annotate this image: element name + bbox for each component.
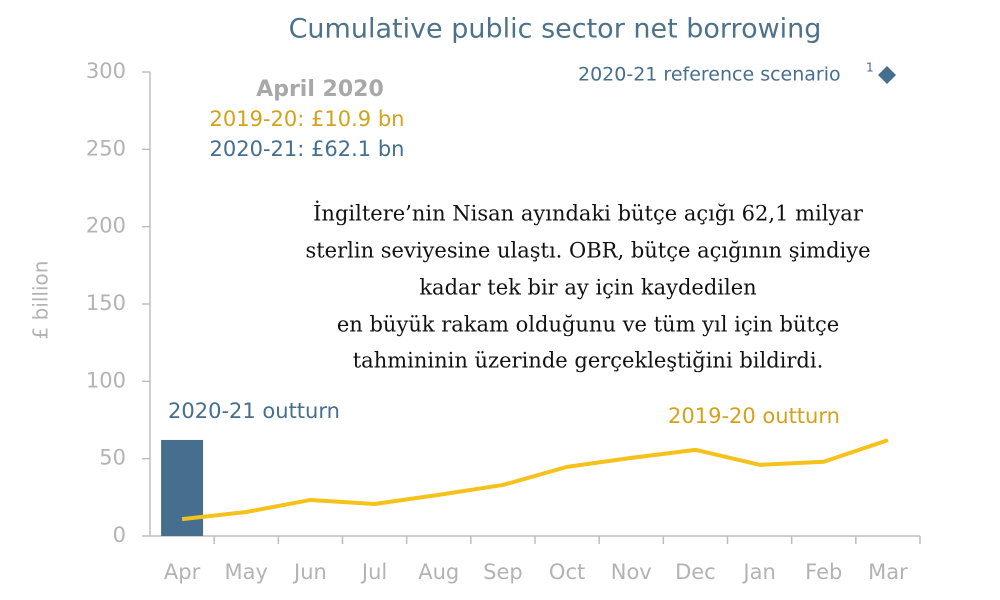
x-tick-label: Aug [418, 560, 459, 584]
y-tick-label: 150 [86, 291, 126, 315]
x-tick-label: Jan [741, 560, 775, 584]
annotation-heading: April 2020 [256, 77, 384, 102]
y-tick-label: 300 [86, 59, 126, 83]
x-tick-label: Jul [360, 560, 387, 584]
x-tick-label: Jun [292, 560, 327, 584]
y-tick-label: 200 [86, 214, 126, 238]
x-tick-label: Apr [164, 560, 201, 584]
annotation-line: 2020-21: £62.1 bn [210, 137, 405, 161]
overlay-text: sterlin seviyesine ulaştı. OBR, bütçe aç… [305, 239, 870, 263]
y-tick-label: 50 [99, 446, 126, 470]
x-tick-label: Mar [868, 560, 908, 584]
x-tick-label: Dec [675, 560, 716, 584]
line [181, 438, 889, 522]
x-tick-label: Sep [483, 560, 523, 584]
bar [161, 439, 204, 536]
y-axis-label: £ billion [29, 261, 53, 340]
overlay-text: kadar tek bir ay için kaydedilen [419, 276, 756, 300]
overlay-text: en büyük rakam olduğunu ve tüm yıl için … [337, 313, 839, 337]
legend-marker [878, 66, 896, 84]
legend-label: 2020-21 reference scenario [578, 64, 841, 86]
x-tick-label: May [225, 560, 268, 584]
overlay-text: tahmininin üzerinde gerçekleştiğini bild… [353, 349, 824, 373]
legend-superscript: 1 [866, 61, 874, 75]
annotation-line: 2019-20: £10.9 bn [210, 107, 405, 131]
x-tick-label: Feb [805, 560, 842, 584]
chart-title: Cumulative public sector net borrowing [289, 14, 822, 45]
x-tick-label: Oct [549, 560, 585, 584]
y-tick-label: 100 [86, 368, 126, 392]
y-tick-label: 0 [113, 523, 126, 547]
series-label: 2019-20 outturn [668, 404, 840, 428]
series-label: 2020-21 outturn [168, 399, 340, 423]
overlay-text: İngiltere’nin Nisan ayındaki bütçe açığı… [313, 202, 864, 226]
x-tick-label: Nov [611, 560, 652, 584]
y-tick-label: 250 [86, 136, 126, 160]
